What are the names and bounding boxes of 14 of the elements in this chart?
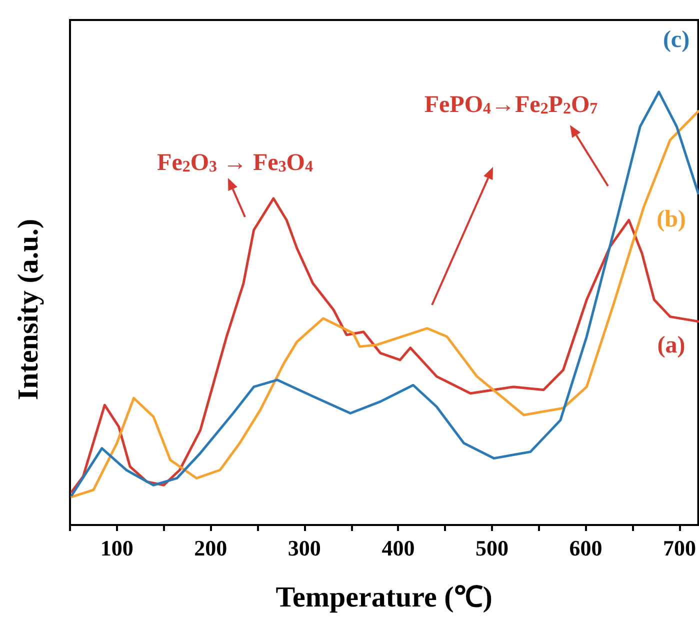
series-label: (b): [656, 206, 686, 232]
series-label: (a): [657, 332, 686, 358]
y-axis-title: Intensity (a.u.): [12, 218, 44, 400]
annotation: FePO4→Fe2P2O7: [424, 92, 598, 118]
series-label: (c): [662, 27, 690, 54]
x-tick-label: 700: [663, 536, 696, 560]
x-tick-label: 300: [288, 536, 321, 560]
x-tick-label: 200: [194, 536, 228, 560]
x-axis-title: Temperature (℃): [276, 582, 492, 614]
x-tick-label: 500: [475, 536, 508, 560]
annotation: Fe2O3 → Fe3O4: [157, 150, 313, 176]
x-tick-label: 100: [100, 536, 134, 560]
x-tick-label: 600: [569, 536, 602, 560]
x-tick-label: 400: [382, 536, 415, 560]
